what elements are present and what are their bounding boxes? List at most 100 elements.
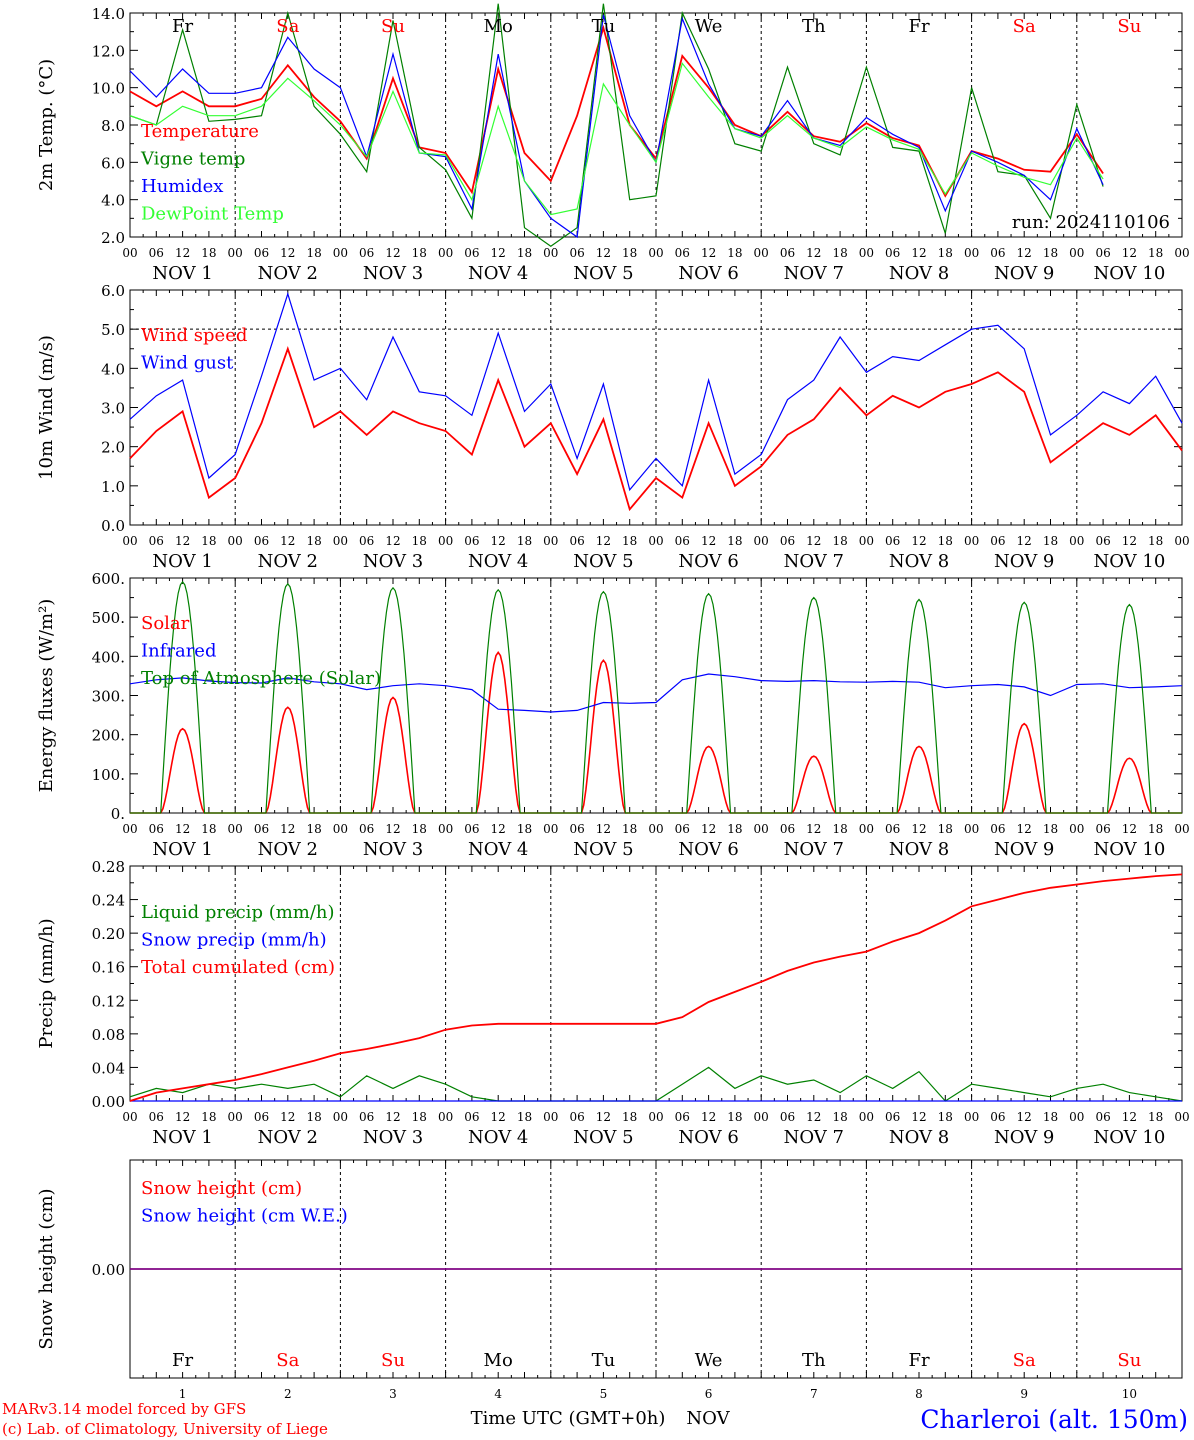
hour-tick-label: 12 bbox=[280, 1110, 295, 1124]
hour-tick-label: 12 bbox=[1122, 822, 1137, 836]
hour-tick-label: 00 bbox=[754, 1110, 769, 1124]
hour-tick-label: 12 bbox=[806, 246, 821, 260]
hour-tick-label: 06 bbox=[1095, 534, 1110, 548]
y-tick-label: 0.20 bbox=[92, 925, 125, 943]
y-tick-label: 0.04 bbox=[92, 1059, 125, 1077]
hour-tick-label: 12 bbox=[596, 1110, 611, 1124]
hour-tick-label: 00 bbox=[964, 822, 979, 836]
hour-tick-label: 06 bbox=[990, 1110, 1005, 1124]
date-label: NOV 8 bbox=[889, 839, 949, 860]
hour-tick-label: 00 bbox=[543, 246, 558, 260]
hour-tick-label: 00 bbox=[1069, 822, 1084, 836]
hour-tick-label: 18 bbox=[201, 534, 216, 548]
hour-tick-label: 12 bbox=[1017, 1110, 1032, 1124]
hour-tick-label: 18 bbox=[622, 1110, 637, 1124]
series-line-dewpoint-temp bbox=[129, 62, 1104, 216]
hour-tick-label: 18 bbox=[306, 1110, 321, 1124]
hour-tick-label: 18 bbox=[622, 246, 637, 260]
hour-tick-label: 18 bbox=[306, 246, 321, 260]
date-label: NOV 3 bbox=[363, 551, 423, 572]
hour-tick-label: 18 bbox=[1043, 1110, 1058, 1124]
hour-tick-label: 00 bbox=[648, 822, 663, 836]
hour-tick-label: 00 bbox=[228, 246, 243, 260]
y-tick-label: 8.0 bbox=[101, 117, 125, 135]
hour-tick-label: 00 bbox=[438, 822, 453, 836]
weekday-label: Fr bbox=[172, 16, 193, 37]
hour-tick-label: 06 bbox=[885, 246, 900, 260]
hour-tick-label: 06 bbox=[254, 822, 269, 836]
hour-tick-label: 00 bbox=[754, 246, 769, 260]
hour-tick-label: 00 bbox=[333, 1110, 348, 1124]
day-number-label: 3 bbox=[389, 1387, 397, 1401]
hour-tick-label: 18 bbox=[832, 246, 847, 260]
hour-tick-label: 00 bbox=[122, 1110, 137, 1124]
hour-tick-label: 18 bbox=[727, 822, 742, 836]
y-tick-label: 500. bbox=[92, 609, 125, 627]
date-label: NOV 6 bbox=[678, 263, 738, 284]
footer: MARv3.14 model forced by GFS (c) Lab. of … bbox=[2, 1400, 1188, 1438]
y-tick-label: 2.0 bbox=[101, 439, 125, 457]
weekday-label: Tu bbox=[592, 16, 616, 37]
hour-tick-label: 00 bbox=[122, 246, 137, 260]
hour-tick-label: 06 bbox=[990, 534, 1005, 548]
hour-tick-label: 06 bbox=[569, 246, 584, 260]
legend-entry: Top of Atmosphere (Solar) bbox=[141, 668, 381, 689]
hour-tick-label: 12 bbox=[385, 246, 400, 260]
weekday-label: Su bbox=[1117, 1350, 1141, 1371]
y-tick-label: 0.00 bbox=[92, 1093, 125, 1111]
legend-entry: Snow height (cm) bbox=[141, 1178, 302, 1199]
hour-tick-label: 06 bbox=[780, 534, 795, 548]
hour-tick-label: 00 bbox=[333, 246, 348, 260]
y-tick-label: 4.0 bbox=[101, 360, 125, 378]
hour-tick-label: 18 bbox=[201, 822, 216, 836]
weekday-label: Sa bbox=[1013, 1350, 1036, 1371]
hour-tick-label: 00 bbox=[438, 534, 453, 548]
hour-tick-label: 00 bbox=[859, 822, 874, 836]
date-label: NOV 10 bbox=[1093, 551, 1165, 572]
date-label: NOV 4 bbox=[468, 263, 528, 284]
weekday-label: We bbox=[695, 16, 723, 37]
model-credit: MARv3.14 model forced by GFS bbox=[2, 1400, 246, 1418]
y-tick-label: 0.16 bbox=[92, 959, 125, 977]
hour-tick-label: 18 bbox=[412, 246, 427, 260]
hour-tick-label: 18 bbox=[727, 534, 742, 548]
hour-tick-label: 06 bbox=[675, 1110, 690, 1124]
hour-tick-label: 12 bbox=[385, 534, 400, 548]
hour-tick-label: 18 bbox=[306, 534, 321, 548]
hour-tick-label: 18 bbox=[412, 822, 427, 836]
hour-tick-label: 18 bbox=[1043, 246, 1058, 260]
legend-entry: Infrared bbox=[141, 641, 216, 662]
series-line-vigne-temp bbox=[129, 3, 1104, 248]
x-axis-label: Time UTC (GMT+0h) bbox=[471, 1408, 666, 1429]
day-number-label: 1 bbox=[179, 1387, 187, 1401]
panel-4: 0.00 0.04 0.08 0.12 0.16 0.20 0.24 0.28 Precip (… bbox=[36, 858, 1190, 1148]
series-line-humidex bbox=[129, 14, 1104, 239]
y-tick-label: 6.0 bbox=[101, 282, 125, 300]
hour-tick-label: 06 bbox=[1095, 1110, 1110, 1124]
hour-tick-label: 06 bbox=[675, 534, 690, 548]
hour-tick-label: 18 bbox=[832, 1110, 847, 1124]
y-axis-label: 10m Wind (m/s) bbox=[36, 335, 57, 480]
date-label: NOV 9 bbox=[994, 263, 1054, 284]
hour-tick-label: 12 bbox=[701, 534, 716, 548]
date-label: NOV 1 bbox=[152, 839, 212, 860]
hour-tick-label: 06 bbox=[254, 1110, 269, 1124]
hour-tick-label: 18 bbox=[938, 246, 953, 260]
hour-tick-label: 06 bbox=[675, 246, 690, 260]
date-label: NOV 9 bbox=[994, 551, 1054, 572]
weekday-label: Su bbox=[381, 1350, 405, 1371]
hour-tick-label: 00 bbox=[648, 534, 663, 548]
hour-tick-label: 06 bbox=[359, 534, 374, 548]
hour-tick-label: 00 bbox=[1069, 534, 1084, 548]
hour-tick-label: 12 bbox=[596, 822, 611, 836]
hour-tick-label: 00 bbox=[122, 822, 137, 836]
hour-tick-label: 12 bbox=[1122, 246, 1137, 260]
weekday-label: Mo bbox=[484, 16, 513, 37]
date-label: NOV 8 bbox=[889, 1127, 949, 1148]
hour-tick-label: 18 bbox=[517, 1110, 532, 1124]
hour-tick-label: 00 bbox=[754, 534, 769, 548]
hour-tick-label: 06 bbox=[885, 822, 900, 836]
day-number-label: 7 bbox=[810, 1387, 818, 1401]
legend-entry: Snow precip (mm/h) bbox=[141, 930, 327, 951]
